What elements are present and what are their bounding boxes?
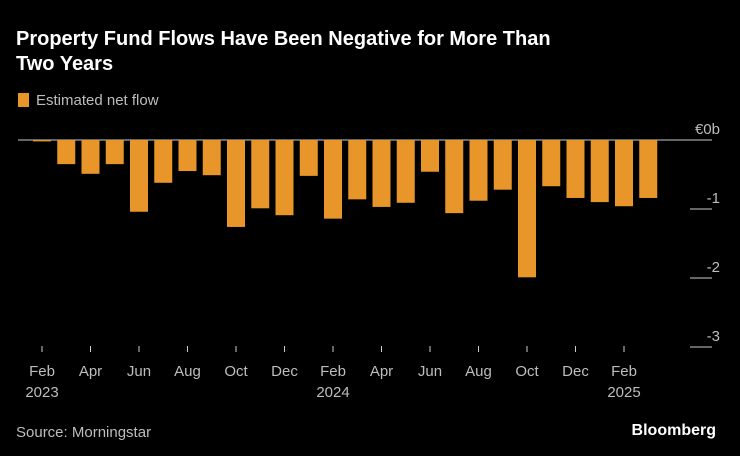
bar [202, 140, 221, 176]
bar [542, 140, 561, 187]
x-tick-label: Dec [271, 363, 298, 380]
x-tick-label: Aug [465, 363, 492, 380]
bar [251, 140, 270, 209]
bar [154, 140, 173, 183]
bar [421, 140, 439, 172]
bar [396, 140, 415, 203]
chart-title: Two Years [16, 53, 113, 75]
bar [105, 140, 124, 165]
x-tick-label: Apr [79, 363, 102, 380]
bar [615, 140, 633, 207]
bar [57, 140, 76, 165]
bar [299, 140, 318, 176]
y-tick-label: -1 [707, 190, 720, 207]
chart-title: Property Fund Flows Have Been Negative f… [16, 28, 551, 50]
legend-swatch [18, 93, 29, 107]
bar [227, 140, 245, 227]
bar [372, 140, 391, 207]
bar [324, 140, 342, 219]
bar [275, 140, 294, 216]
x-tick-label: Feb 2024 [316, 363, 349, 401]
bar [178, 140, 197, 172]
y-tick-label: -2 [707, 259, 720, 276]
bar [469, 140, 488, 201]
x-tick-label: Apr [370, 363, 393, 380]
y-tick-label: €0b [695, 121, 720, 138]
x-tick-label: Jun [127, 363, 151, 380]
x-tick-label: Aug [174, 363, 201, 380]
brand: Bloomberg [632, 422, 716, 439]
bar [445, 140, 464, 214]
bar [518, 140, 536, 278]
y-tick-label: -3 [707, 328, 720, 345]
bar [590, 140, 609, 203]
bar [130, 140, 148, 212]
x-tick-label: Feb 2025 [607, 363, 640, 401]
x-tick-label: Dec [562, 363, 589, 380]
source: Source: Morningstar [16, 424, 151, 441]
legend-label: Estimated net flow [36, 92, 159, 109]
x-tick-label: Oct [224, 363, 248, 380]
bar [81, 140, 100, 174]
x-tick-label: Feb 2023 [25, 363, 58, 401]
bar [33, 140, 51, 142]
x-tick-label: Oct [515, 363, 539, 380]
bar [348, 140, 367, 200]
bar [566, 140, 585, 198]
bar [639, 140, 658, 198]
bar [493, 140, 512, 190]
x-tick-label: Jun [418, 363, 442, 380]
